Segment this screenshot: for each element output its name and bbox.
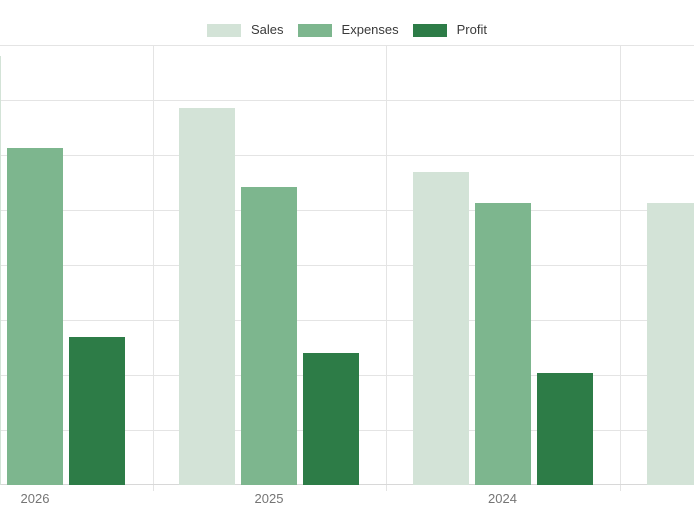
profit-swatch-icon	[412, 23, 447, 37]
h-gridline	[0, 320, 694, 321]
legend-label-expenses: Expenses	[341, 22, 399, 37]
legend-item-profit[interactable]: Profit	[412, 22, 487, 38]
h-gridline	[0, 210, 694, 211]
v-gridline	[619, 45, 621, 491]
x-axis-label-2026: 2026	[20, 491, 50, 506]
sales-swatch-icon	[207, 23, 242, 37]
bar-profit-2026[interactable]	[69, 336, 125, 485]
bar-profit-2025[interactable]	[303, 353, 359, 485]
expenses-swatch-icon	[297, 23, 332, 37]
legend-item-sales[interactable]: Sales	[207, 22, 284, 38]
v-gridline	[152, 45, 154, 491]
bar-sales-group4[interactable]	[646, 203, 694, 485]
legend-item-expenses[interactable]: Expenses	[297, 22, 399, 38]
h-gridline	[0, 100, 694, 101]
h-gridline	[0, 265, 694, 266]
bar-expenses-2024[interactable]	[474, 202, 531, 485]
bar-sales-2026[interactable]	[0, 56, 1, 485]
bar-expenses-2025[interactable]	[241, 187, 297, 485]
legend-label-sales: Sales	[251, 22, 284, 37]
h-gridline	[0, 155, 694, 156]
v-gridline	[386, 45, 387, 491]
bar-sales-2025[interactable]	[179, 108, 235, 485]
h-gridline	[0, 45, 694, 46]
x-axis-label-2025: 2025	[254, 491, 284, 506]
bar-sales-2024[interactable]	[412, 171, 469, 485]
x-axis-label-2024: 2024	[488, 491, 517, 506]
chart-legend: Sales Expenses Profit	[0, 22, 694, 38]
legend-label-profit: Profit	[456, 22, 487, 37]
bar-profit-2024[interactable]	[536, 373, 593, 485]
bar-expenses-2026[interactable]	[7, 148, 63, 485]
